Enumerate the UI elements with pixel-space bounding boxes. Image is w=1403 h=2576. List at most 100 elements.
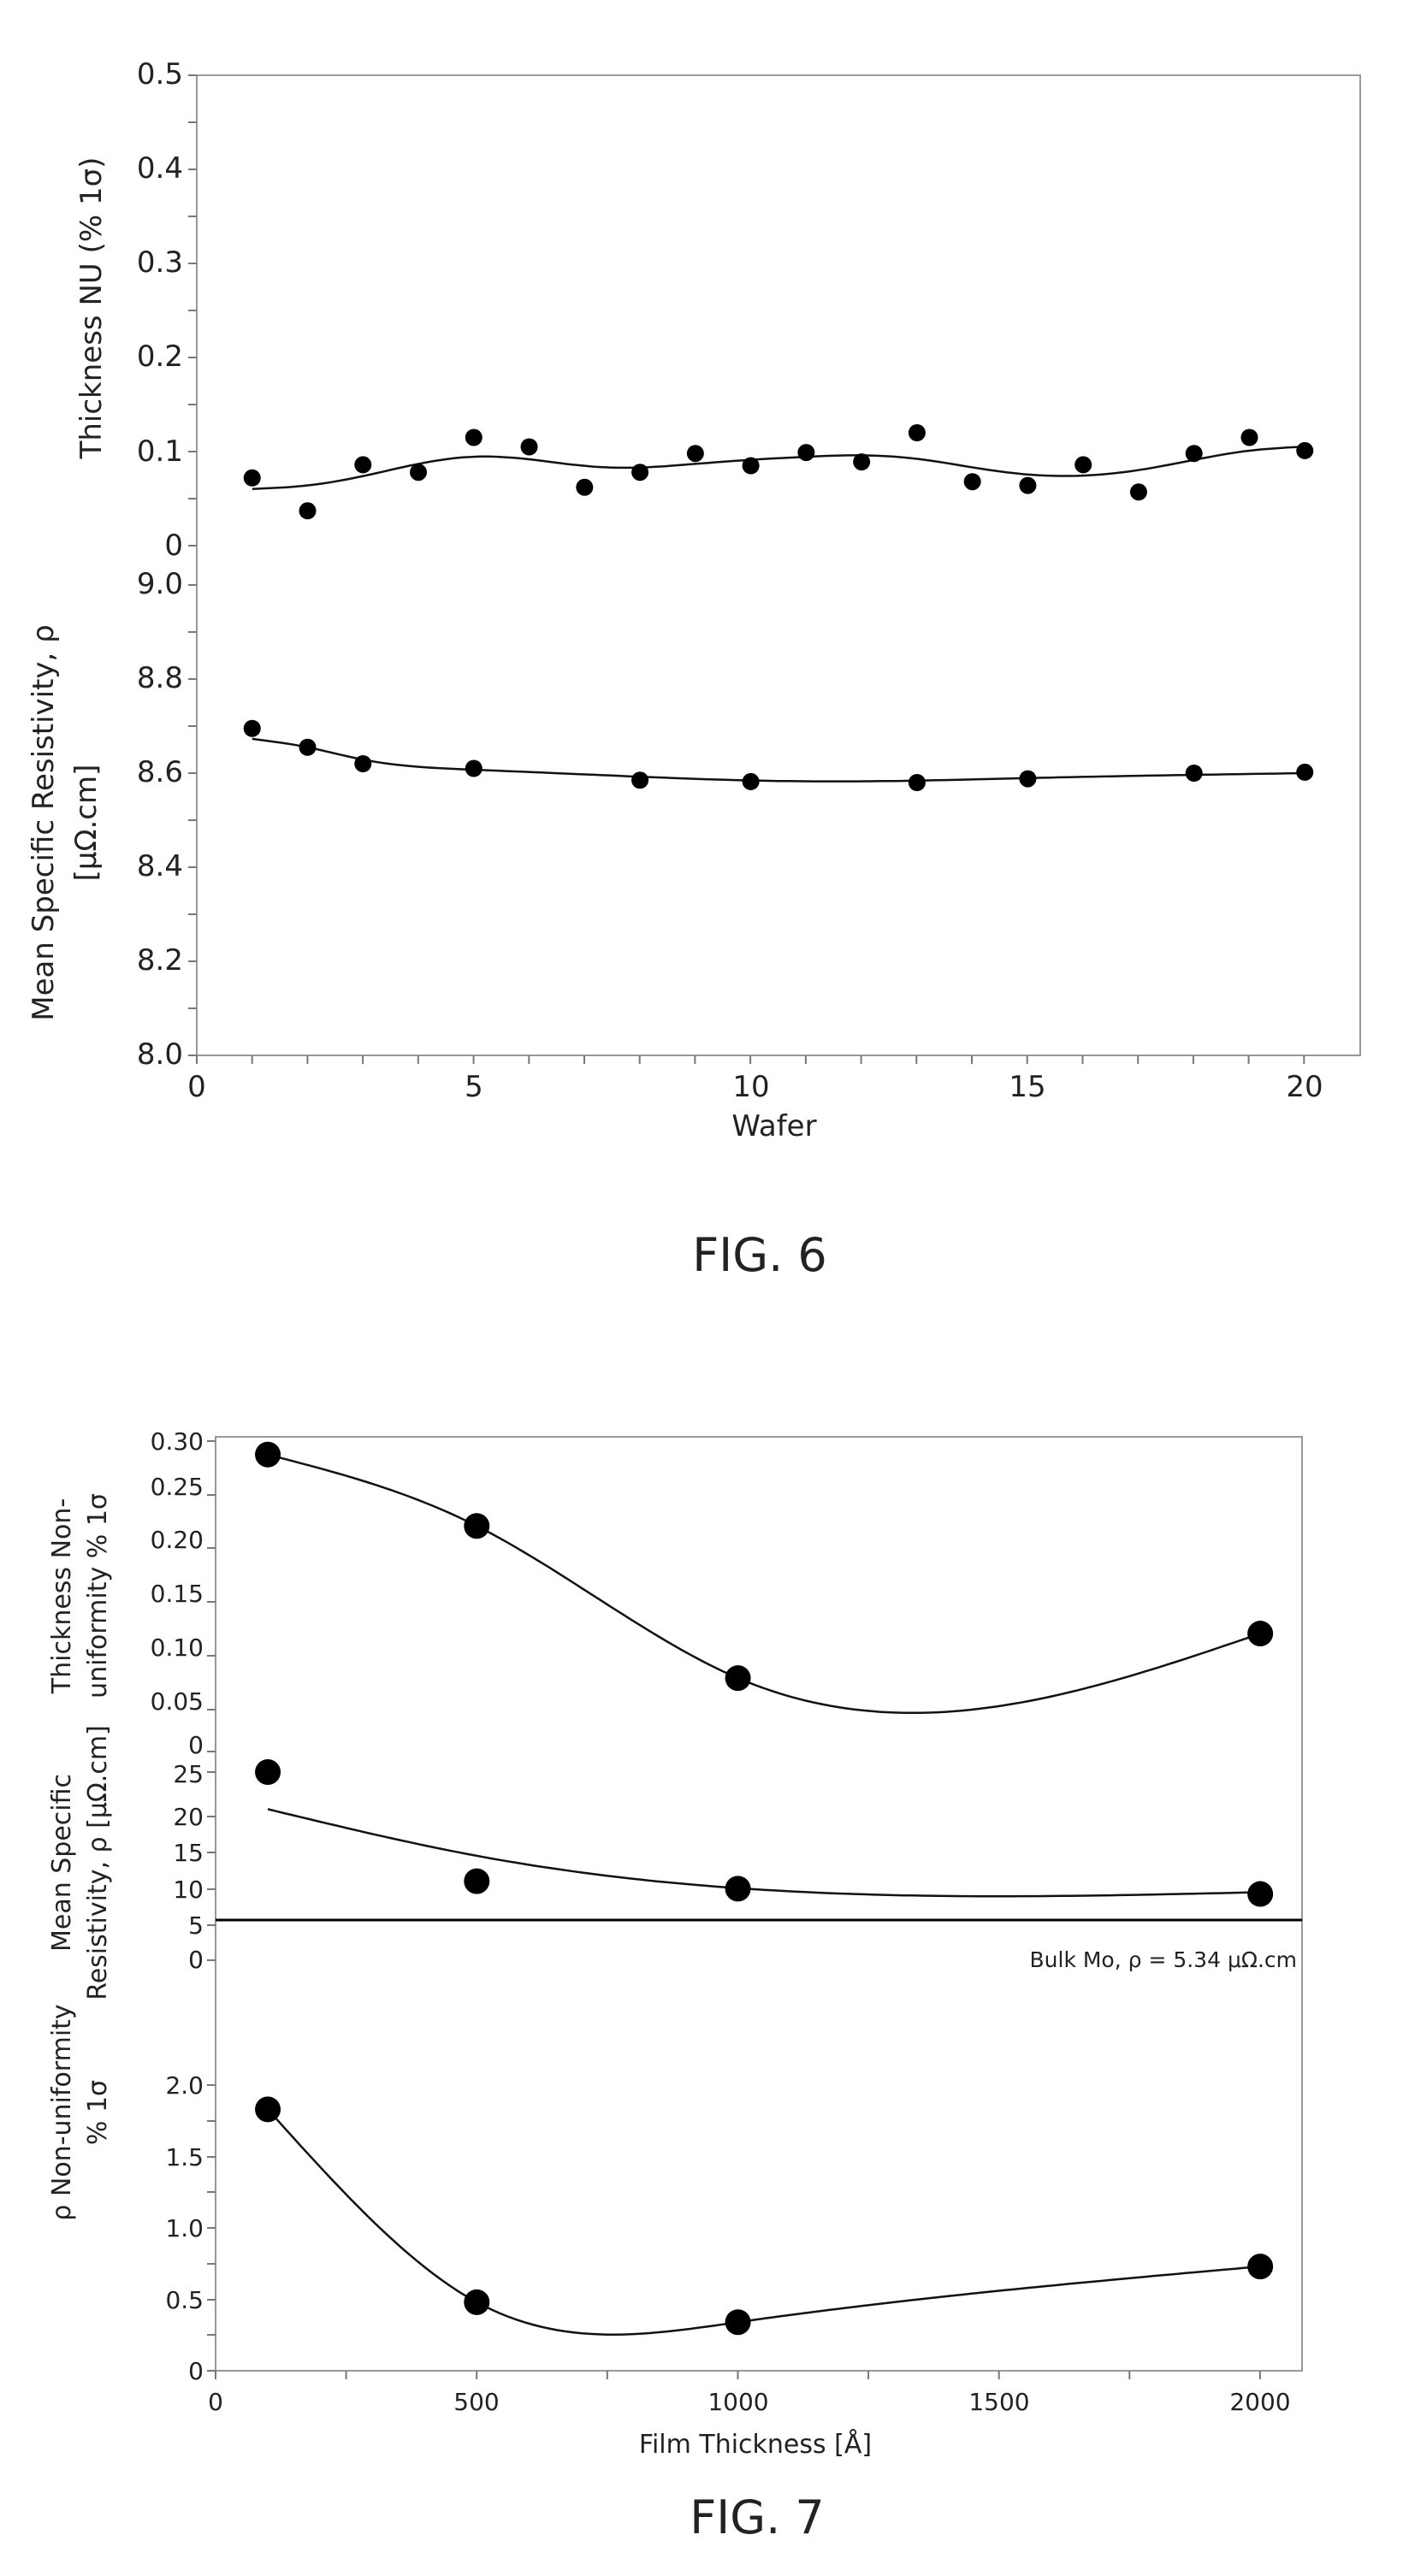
fig7-bot-ytick-1: 0.5 — [165, 2286, 204, 2314]
fig6-xlabel: Wafer — [731, 1109, 816, 1143]
fig6-top-point — [797, 444, 815, 462]
fig6-top-point — [1074, 456, 1092, 474]
fig6-chart: 0 0.1 0.2 0.3 0.4 0.5 8.0 8.2 8.4 8.6 8.… — [27, 57, 1361, 1282]
fig7-bot-ylabel-line1: ρ Non-uniformity — [47, 2004, 77, 2220]
fig6-top-point — [465, 428, 482, 446]
fig6-xtick-3: 15 — [1009, 1070, 1045, 1104]
fig7-top-ytick-3: 0.15 — [151, 1580, 204, 1608]
fig7-xtick-2: 1000 — [707, 2388, 768, 2416]
fig6-top-point — [1240, 428, 1258, 446]
fig6-top-ytick-5: 0.5 — [137, 57, 183, 92]
fig7-mid-point — [464, 1868, 490, 1894]
fig6-top-point — [1296, 441, 1314, 459]
fig7-top-point — [1247, 1621, 1274, 1647]
fig7-bot-ytick-0: 0 — [188, 2357, 204, 2385]
fig7-mid-point — [1247, 1881, 1274, 1907]
fig6-top-point — [908, 424, 926, 441]
fig7-top-ytick-5: 0.25 — [151, 1473, 204, 1501]
fig7-plot-frame — [215, 1436, 1303, 2372]
fig7-mid-ytick-4: 20 — [173, 1803, 204, 1831]
fig6-bottom-point — [465, 759, 482, 777]
fig7-chart: 0 0.05 0.10 0.15 0.20 0.25 0.30 0 5 10 1… — [47, 1427, 1303, 2544]
fig7-top-fit-line — [267, 1453, 1261, 1715]
fig6-bottom-point — [631, 771, 649, 789]
fig6-bottom-point — [243, 719, 261, 737]
fig7-mid-ylabel-line1: Mean Specific — [47, 1774, 77, 1952]
fig7-xtick-4: 2000 — [1229, 2388, 1290, 2416]
fig7-marks — [216, 1441, 1302, 2336]
fig6-top-ytick-2: 0.2 — [137, 340, 183, 374]
fig7-top-point — [255, 1441, 281, 1468]
fig7-bottom-point — [1247, 2254, 1274, 2280]
fig7-mid-ytick-5: 25 — [173, 1760, 204, 1788]
fig6-marks — [243, 424, 1314, 791]
fig6-plot-frame — [196, 74, 1361, 1056]
fig7-bot-ytick-4: 2.0 — [165, 2071, 204, 2100]
fig7-mid-point — [255, 1759, 281, 1785]
fig7-mid-ytick-2: 10 — [173, 1876, 204, 1904]
fig7-bulk-annotation: Bulk Mo, ρ = 5.34 μΩ.cm — [1030, 1947, 1298, 1972]
fig7-top-ylabel-line1: Thickness Non- — [47, 1498, 77, 1694]
fig6-top-point — [963, 473, 981, 491]
fig6-top-point — [1019, 476, 1037, 494]
fig6-bot-ylabel-line1: Mean Specific Resistivity, ρ — [27, 624, 61, 1020]
fig6-top-point — [1185, 445, 1203, 463]
fig6-top-fit-line — [252, 446, 1305, 490]
fig6-axis-ticks — [188, 74, 1305, 1064]
fig6-xtick-2: 10 — [732, 1070, 769, 1104]
fig6-bottom-point — [742, 772, 760, 790]
fig6-top-point — [520, 438, 538, 456]
fig6-top-point — [243, 469, 261, 487]
fig6-bot-ytick-4: 8.8 — [137, 661, 183, 695]
fig6-bottom-fit-line — [252, 737, 1305, 783]
fig7-xlabel: Film Thickness [Å] — [639, 2429, 872, 2460]
fig6-top-point — [853, 453, 871, 471]
fig7-caption: FIG. 7 — [690, 2490, 825, 2544]
fig6-top-ylabel: Thickness NU (% 1σ) — [74, 157, 109, 460]
fig7-mid-fit-line — [267, 1808, 1261, 1898]
fig7-mid-ytick-1: 5 — [188, 1911, 204, 1940]
fig6-bottom-point — [299, 738, 317, 756]
fig6-bottom-point — [1185, 765, 1203, 782]
fig7-top-ytick-4: 0.20 — [151, 1526, 204, 1554]
fig6-xtick-1: 5 — [465, 1070, 483, 1104]
fig7-axis-ticks — [207, 1440, 1261, 2379]
fig6-bottom-point — [354, 755, 372, 772]
fig6-top-ytick-1: 0.1 — [137, 434, 183, 469]
fig7-bottom-fit-line — [267, 2108, 1261, 2336]
fig7-bot-ytick-3: 1.5 — [165, 2143, 204, 2171]
fig7-top-ytick-2: 0.10 — [151, 1634, 204, 1662]
fig6-top-point — [686, 445, 704, 463]
fig6-bot-ytick-0: 8.0 — [137, 1037, 183, 1072]
fig7-bot-ylabel-line2: % 1σ — [83, 2080, 113, 2145]
fig6-top-point — [576, 478, 594, 496]
fig7-top-ytick-0: 0 — [188, 1731, 204, 1759]
fig7-xtick-1: 500 — [453, 2388, 499, 2416]
fig7-top-point — [725, 1665, 751, 1692]
fig7-mid-ylabel-line2: Resistivity, ρ [μΩ.cm] — [83, 1725, 113, 2000]
fig7-bottom-point — [464, 2289, 490, 2315]
fig7-xtick-3: 1500 — [968, 2388, 1029, 2416]
fig6-top-point — [299, 502, 317, 520]
fig6-top-point — [410, 464, 428, 482]
fig7-top-ytick-6: 0.30 — [151, 1427, 204, 1456]
fig6-top-ytick-0: 0 — [164, 529, 183, 563]
fig6-bot-ytick-1: 8.2 — [137, 943, 183, 978]
fig6-top-point — [631, 464, 649, 482]
fig7-mid-point — [725, 1876, 751, 1902]
fig6-bot-ytick-2: 8.4 — [137, 849, 183, 883]
fig6-top-point — [1129, 483, 1147, 501]
fig6-xtick-0: 0 — [187, 1070, 206, 1104]
fig6-bot-ytick-5: 9.0 — [137, 567, 183, 601]
fig7-xtick-0: 0 — [208, 2388, 223, 2416]
fig6-bot-ytick-3: 8.6 — [137, 755, 183, 789]
fig7-bot-ytick-2: 1.0 — [165, 2214, 204, 2242]
fig6-caption: FIG. 6 — [692, 1228, 827, 1282]
fig7-mid-ytick-3: 15 — [173, 1839, 204, 1867]
fig7-bottom-point — [725, 2309, 751, 2336]
fig6-bottom-point — [1296, 763, 1314, 781]
fig6-top-ytick-3: 0.3 — [137, 245, 183, 280]
fig6-top-point — [354, 456, 372, 474]
fig6-bot-ylabel-line2: [μΩ.cm] — [69, 765, 104, 882]
